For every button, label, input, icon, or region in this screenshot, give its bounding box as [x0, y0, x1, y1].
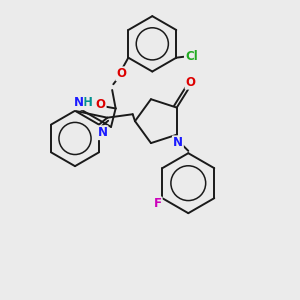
- Text: O: O: [186, 76, 196, 89]
- Text: O: O: [116, 67, 126, 80]
- Text: N: N: [173, 136, 183, 149]
- Text: O: O: [96, 98, 106, 112]
- Text: H: H: [83, 96, 93, 109]
- Text: N: N: [98, 126, 107, 139]
- Text: Cl: Cl: [185, 50, 198, 63]
- Text: N: N: [74, 96, 83, 109]
- Text: F: F: [154, 197, 162, 210]
